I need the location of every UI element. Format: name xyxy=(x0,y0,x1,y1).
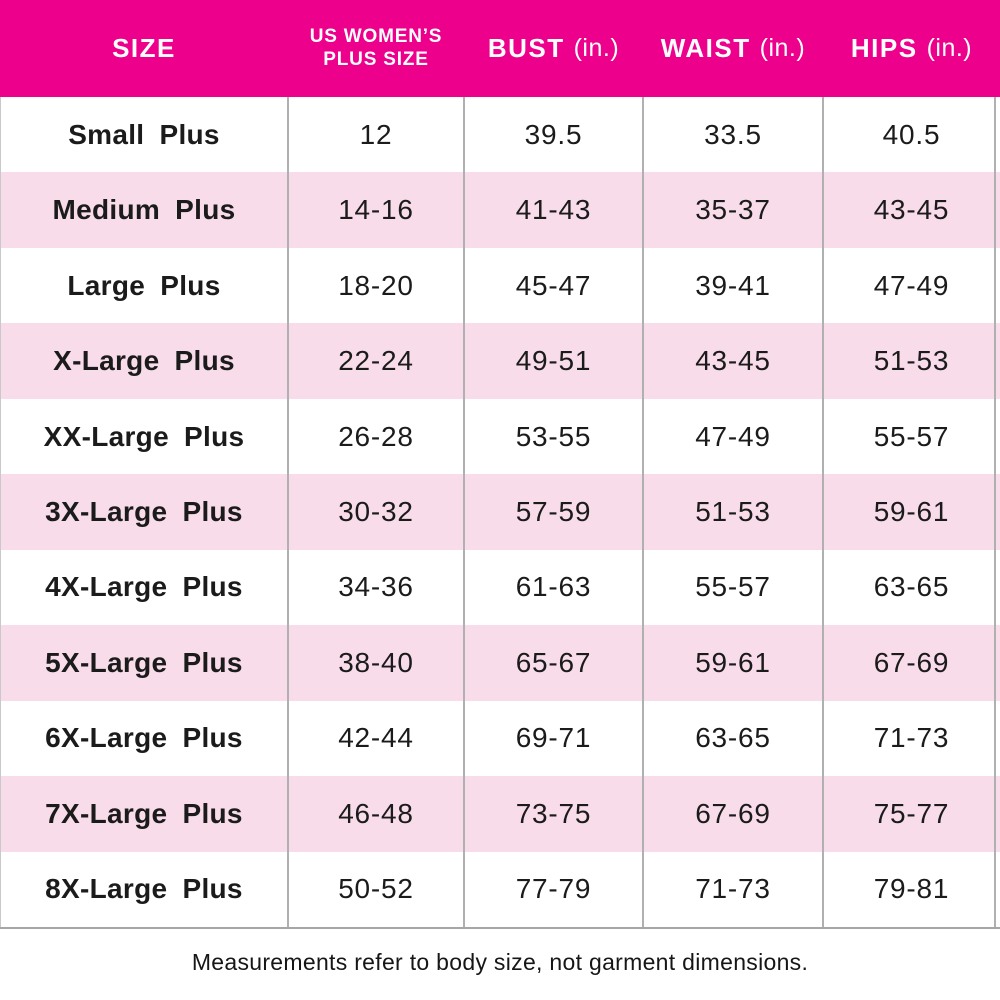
cell-us-plus: 50-52 xyxy=(338,873,414,905)
cell-waist: 43-45 xyxy=(695,345,771,377)
table-row-6x-large-plus: 6X-Large Plus 42-44 69-71 63-65 71-73 xyxy=(0,700,1000,777)
column-header-hips-unit: (in.) xyxy=(926,34,973,62)
table-row-3x-large-plus: 3X-Large Plus 30-32 57-59 51-53 59-61 xyxy=(0,474,1000,550)
column-header-hips: HIPS (in.) xyxy=(823,0,1000,97)
cell-bust: 49-51 xyxy=(515,345,592,377)
cell-us-plus: 38-40 xyxy=(338,646,414,678)
cell-size: XX-Large Plus xyxy=(43,420,245,452)
cell-us-plus: 14-16 xyxy=(338,194,414,226)
cell-waist: 39-41 xyxy=(695,269,771,301)
cell-us-plus: 42-44 xyxy=(338,722,414,754)
cell-hips: 40.5 xyxy=(882,118,941,150)
cell-hips: 47-49 xyxy=(873,269,950,301)
cell-waist: 63-65 xyxy=(695,722,771,754)
cell-hips: 79-81 xyxy=(873,873,950,905)
cell-waist: 33.5 xyxy=(704,118,762,150)
cell-hips: 67-69 xyxy=(873,646,950,678)
cell-size: X-Large Plus xyxy=(53,345,235,377)
cell-bust: 77-79 xyxy=(515,873,592,905)
cell-bust: 39.5 xyxy=(524,118,583,150)
table-row-x-large-plus: X-Large Plus 22-24 49-51 43-45 51-53 xyxy=(0,323,1000,399)
column-header-us-plus-size-stack: US WOMEN’S PLUS SIZE xyxy=(310,26,443,71)
table-row-4x-large-plus: 4X-Large Plus 34-36 61-63 55-57 63-65 xyxy=(0,549,1000,626)
column-header-waist-label: WAIST xyxy=(660,33,751,63)
cell-us-plus: 46-48 xyxy=(338,797,414,829)
cell-bust: 41-43 xyxy=(515,194,592,226)
cell-us-plus: 22-24 xyxy=(338,345,414,377)
cell-waist: 67-69 xyxy=(695,797,771,829)
column-separator-3 xyxy=(642,97,644,927)
table-body: Small Plus 12 39.5 33.5 40.5 Medium Plus… xyxy=(0,97,1000,927)
cell-size: Medium Plus xyxy=(52,194,236,226)
column-header-hips-label: HIPS xyxy=(850,33,918,63)
column-header-bust: BUST (in.) xyxy=(464,0,643,97)
cell-bust: 53-55 xyxy=(515,420,592,452)
column-header-us-plus-size-line2: PLUS SIZE xyxy=(323,48,429,70)
cell-size: 7X-Large Plus xyxy=(45,797,243,829)
cell-size: 3X-Large Plus xyxy=(45,495,243,527)
cell-hips: 43-45 xyxy=(873,194,950,226)
table-bottom-border xyxy=(0,927,1000,929)
table-row-5x-large-plus: 5X-Large Plus 38-40 65-67 59-61 67-69 xyxy=(0,625,1000,701)
table-left-border xyxy=(0,97,1,927)
cell-bust: 73-75 xyxy=(515,797,592,829)
cell-us-plus: 12 xyxy=(359,118,393,150)
column-separator-4 xyxy=(822,97,824,927)
cell-hips: 63-65 xyxy=(873,571,950,603)
cell-waist: 51-53 xyxy=(695,495,771,527)
cell-hips: 75-77 xyxy=(873,797,950,829)
cell-bust: 57-59 xyxy=(515,495,592,527)
cell-bust: 45-47 xyxy=(515,269,592,301)
cell-us-plus: 18-20 xyxy=(338,269,414,301)
cell-size: 5X-Large Plus xyxy=(45,646,243,678)
cell-size: 4X-Large Plus xyxy=(45,571,243,603)
table-row-xx-large-plus: XX-Large Plus 26-28 53-55 47-49 55-57 xyxy=(0,398,1000,475)
cell-waist: 55-57 xyxy=(695,571,771,603)
cell-waist: 47-49 xyxy=(695,420,771,452)
cell-us-plus: 26-28 xyxy=(338,420,414,452)
column-header-waist-unit: (in.) xyxy=(759,34,806,62)
cell-us-plus: 34-36 xyxy=(338,571,414,603)
column-header-bust-unit: (in.) xyxy=(573,34,620,62)
footnote: Measurements refer to body size, not gar… xyxy=(191,949,809,975)
cell-hips: 71-73 xyxy=(873,722,950,754)
column-header-waist: WAIST (in.) xyxy=(643,0,823,97)
cell-hips: 55-57 xyxy=(873,420,950,452)
cell-waist: 35-37 xyxy=(695,194,771,226)
cell-waist: 71-73 xyxy=(695,873,771,905)
cell-bust: 61-63 xyxy=(515,571,592,603)
table-row-medium-plus: Medium Plus 14-16 41-43 35-37 43-45 xyxy=(0,172,1000,248)
cell-size: 6X-Large Plus xyxy=(45,722,243,754)
column-header-size-label: SIZE xyxy=(112,33,176,63)
cell-size: Large Plus xyxy=(67,269,221,301)
cell-us-plus: 30-32 xyxy=(338,495,414,527)
table-row-large-plus: Large Plus 18-20 45-47 39-41 47-49 xyxy=(0,247,1000,324)
table-row-small-plus: Small Plus 12 39.5 33.5 40.5 xyxy=(0,97,1000,173)
cell-bust: 69-71 xyxy=(515,722,592,754)
cell-waist: 59-61 xyxy=(695,646,771,678)
column-separator-2 xyxy=(463,97,465,927)
table-row-7x-large-plus: 7X-Large Plus 46-48 73-75 67-69 75-77 xyxy=(0,776,1000,852)
column-header-us-plus-size: US WOMEN’S PLUS SIZE xyxy=(288,0,464,97)
column-separator-1 xyxy=(287,97,289,927)
cell-size: 8X-Large Plus xyxy=(45,873,243,905)
cell-hips: 59-61 xyxy=(873,495,950,527)
table-header-row: SIZE US WOMEN’S PLUS SIZE BUST (in.) WAI… xyxy=(0,0,1000,97)
table-row-8x-large-plus: 8X-Large Plus 50-52 77-79 71-73 79-81 xyxy=(0,851,1000,927)
cell-size: Small Plus xyxy=(68,118,220,150)
cell-hips: 51-53 xyxy=(873,345,950,377)
table-right-border xyxy=(994,97,996,927)
cell-bust: 65-67 xyxy=(515,646,592,678)
column-header-size: SIZE xyxy=(0,0,288,97)
column-header-bust-label: BUST xyxy=(487,33,565,63)
column-header-us-plus-size-line1: US WOMEN’S xyxy=(309,26,443,48)
